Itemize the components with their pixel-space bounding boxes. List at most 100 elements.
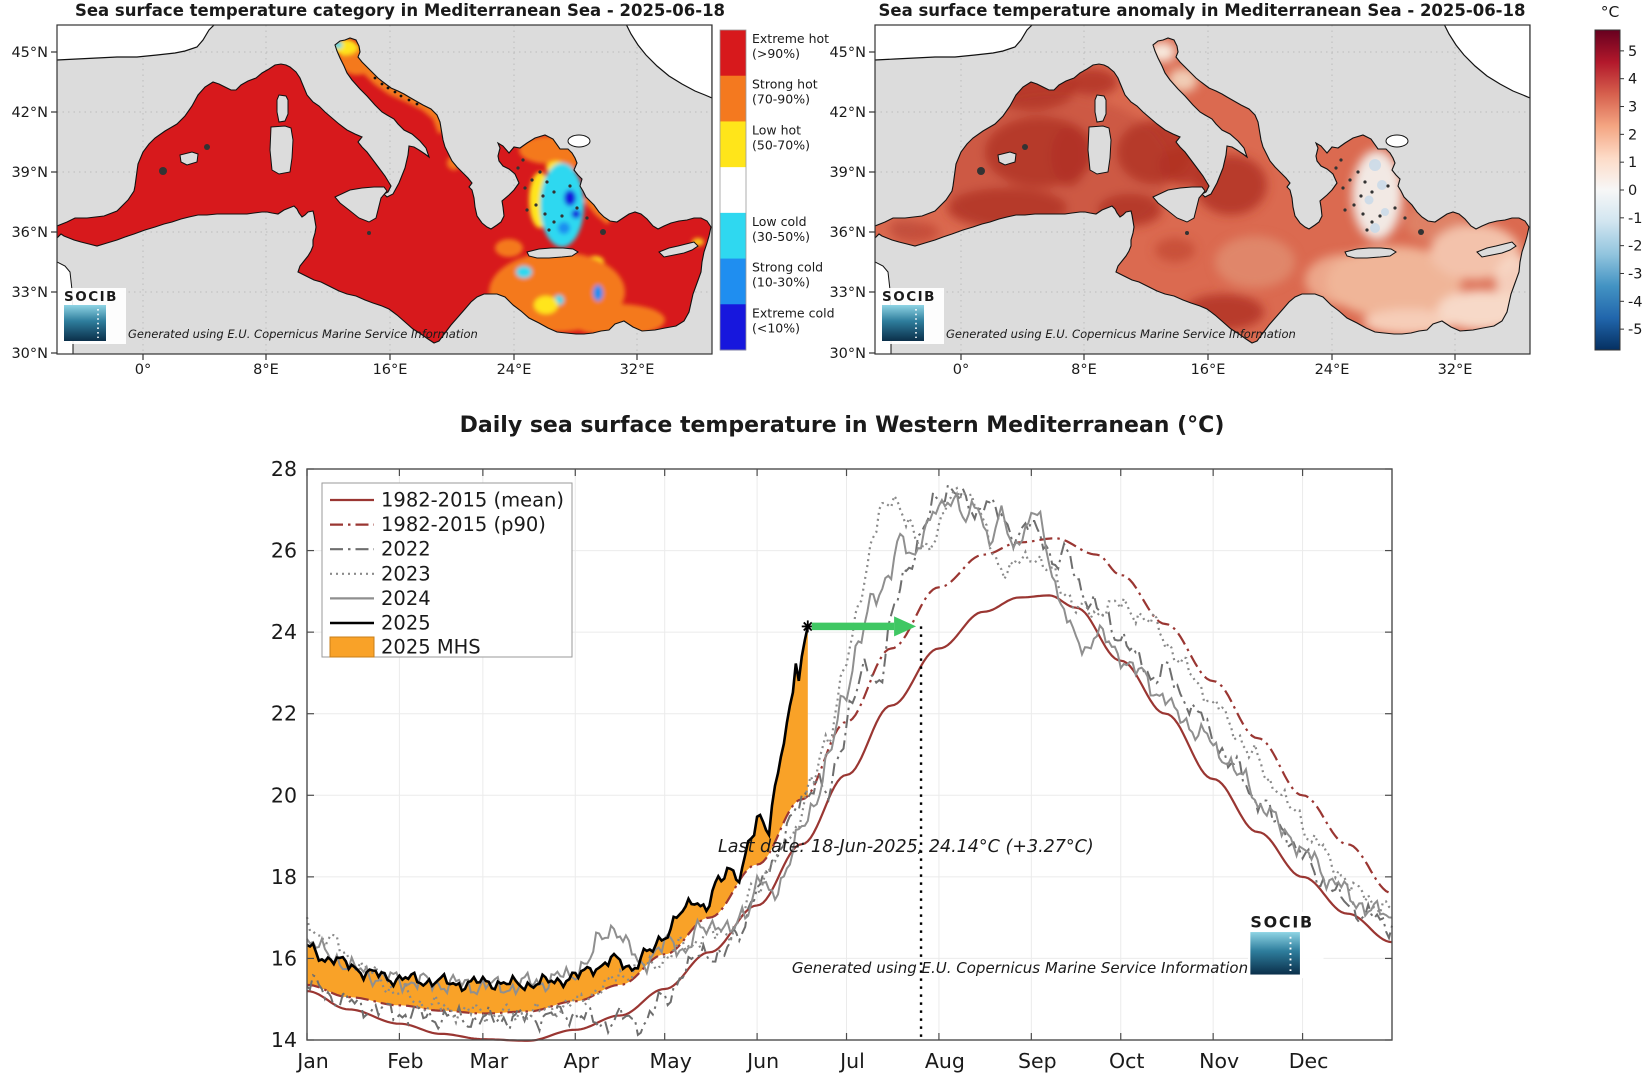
marmara-sea — [567, 134, 591, 148]
last-date-annotation: Last date: 18-Jun-2025, 24.14°C (+3.27°C… — [718, 837, 1094, 857]
lat-tick-label: 36°N — [829, 225, 866, 241]
socib-logo: SOCIB — [880, 288, 944, 344]
island-dot — [399, 94, 403, 98]
legend-label: Extreme cold — [752, 305, 835, 320]
y-tick-label: 20 — [271, 783, 297, 807]
colorbar-tick-label: -4 — [1628, 294, 1642, 310]
out-of-domain-region — [875, 25, 1032, 60]
sst-patch — [1305, 254, 1385, 306]
island-dot — [530, 178, 534, 182]
island — [269, 125, 294, 175]
colorbar-tick-label: 1 — [1628, 155, 1637, 171]
sst-patch — [593, 285, 603, 301]
map-canvas — [57, 25, 712, 354]
island-dot — [525, 208, 529, 212]
island-dot — [521, 158, 525, 162]
series-1982-2015-p90- — [306, 537, 1393, 1015]
lat-tick-label: 42°N — [11, 105, 48, 121]
legend-label: 1982-2015 (mean) — [381, 489, 564, 512]
x-tick-label: Mar — [470, 1049, 509, 1073]
logo-wordmark: SOCIB — [64, 289, 118, 305]
legend-label: 2024 — [381, 587, 431, 610]
sst-patch — [1370, 223, 1380, 233]
colorbar — [1594, 29, 1621, 351]
map-canvas — [875, 25, 1530, 354]
legend-swatch — [720, 304, 746, 351]
series-2025 — [306, 626, 810, 993]
legend-label: 2022 — [381, 538, 431, 561]
lat-tick-label: 39°N — [11, 165, 48, 181]
island-dot — [1341, 186, 1345, 190]
island — [1476, 241, 1517, 258]
chart-legend: 1982-2015 (mean)1982-2015 (p90)202220232… — [321, 482, 573, 659]
socib-logo: SOCIB — [62, 288, 126, 344]
island — [179, 151, 199, 166]
lat-tick-label: 36°N — [11, 225, 48, 241]
island-dot — [380, 82, 384, 86]
island — [1344, 247, 1397, 259]
lon-tick-label: 0° — [953, 362, 969, 378]
island-dot — [541, 194, 545, 198]
island-dot — [523, 186, 527, 190]
x-tick-label: Nov — [1199, 1049, 1239, 1073]
island — [334, 186, 388, 223]
legend-box — [321, 482, 573, 658]
sst-patch — [1364, 195, 1374, 205]
sst-patch — [889, 220, 921, 236]
legend-swatch — [720, 258, 746, 305]
legend-label: 2025 — [381, 612, 431, 635]
y-tick-label: 18 — [271, 865, 297, 889]
island-dot — [552, 220, 556, 224]
island-dot — [575, 206, 579, 210]
island — [1152, 186, 1206, 223]
x-tick-label: May — [649, 1049, 691, 1073]
island-dot — [159, 167, 167, 175]
projection-arrow-head — [894, 616, 917, 637]
legend-label: Low hot — [752, 122, 801, 137]
series-1982-2015-mean- — [306, 594, 1393, 1042]
y-tick-label: 26 — [271, 539, 297, 563]
legend-label: Extreme hot — [752, 31, 829, 46]
island — [276, 94, 289, 123]
logo-wordmark: SOCIB — [1250, 912, 1314, 931]
island — [1094, 94, 1107, 123]
colorbar-tick-label: -5 — [1628, 322, 1642, 338]
lon-tick-label: 8°E — [253, 362, 279, 378]
sst-patch — [558, 222, 570, 234]
legend-swatch — [720, 212, 746, 260]
island-dot — [204, 144, 210, 150]
island-dot — [1365, 228, 1369, 232]
island-dot — [552, 190, 556, 194]
legend-range: (<10%) — [752, 320, 800, 335]
mhs-fill-area — [307, 626, 808, 1014]
legend-label: 2023 — [381, 562, 431, 585]
y-tick-label: 14 — [271, 1028, 297, 1052]
logo-mark — [64, 305, 106, 341]
island-dot — [547, 228, 551, 232]
sst-patch — [1215, 236, 1295, 288]
legend-label: 2025 MHS — [381, 636, 481, 659]
island-dot — [977, 167, 985, 175]
legend-label: 1982-2015 (p90) — [381, 513, 546, 536]
colorbar-tick-label: 2 — [1628, 127, 1637, 143]
sst-patch — [569, 304, 665, 336]
copernicus-credit: Generated using E.U. Copernicus Marine S… — [128, 327, 478, 341]
island-dot — [1370, 220, 1374, 224]
y-tick-label: 22 — [271, 702, 297, 726]
x-tick-label: Sep — [1018, 1049, 1057, 1073]
coastline — [875, 25, 1033, 61]
lat-tick-label: 33°N — [11, 285, 48, 301]
x-tick-label: Aug — [925, 1049, 965, 1073]
coastline — [57, 25, 215, 61]
island-dot — [1334, 166, 1338, 170]
sst-patch — [540, 163, 584, 247]
island-dot — [516, 166, 520, 170]
x-tick-label: Feb — [387, 1049, 423, 1073]
island-dot — [1339, 158, 1343, 162]
lat-tick-label: 45°N — [829, 45, 866, 61]
chart-frame — [306, 468, 1393, 1041]
sst-patch — [1369, 159, 1381, 171]
sst-patch — [1381, 208, 1389, 216]
lat-tick-label: 30°N — [11, 346, 48, 362]
